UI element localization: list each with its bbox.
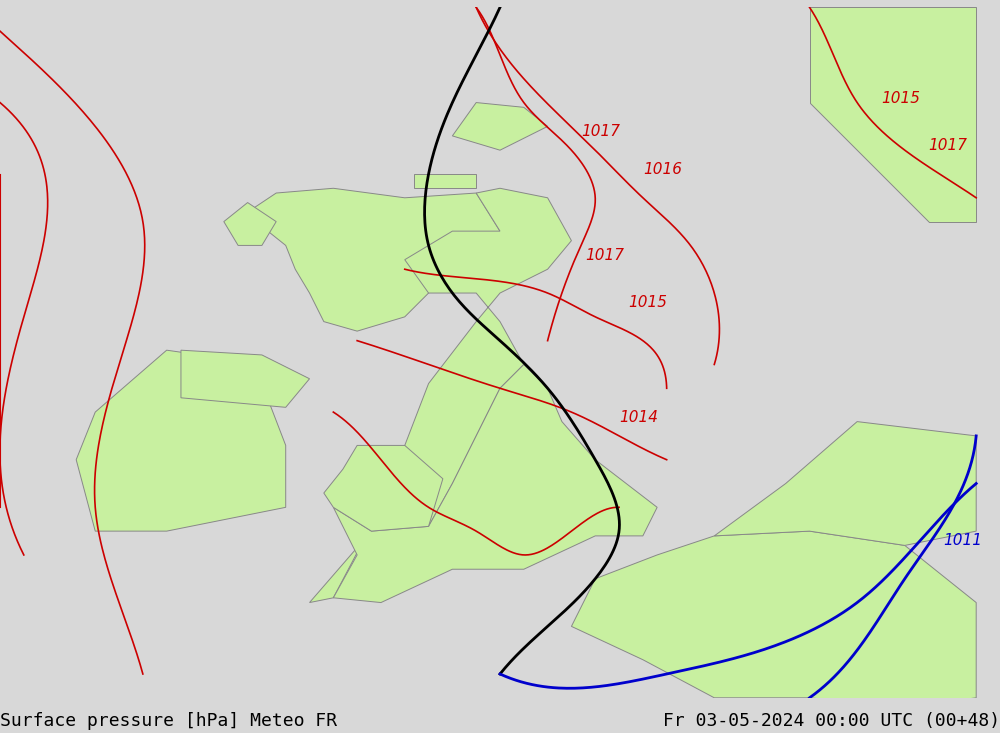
Polygon shape	[224, 202, 276, 246]
Polygon shape	[810, 7, 976, 221]
Polygon shape	[248, 188, 500, 331]
Polygon shape	[333, 364, 657, 603]
Text: 1017: 1017	[581, 124, 620, 139]
Text: 1017: 1017	[586, 248, 625, 262]
Text: 1015: 1015	[881, 91, 920, 106]
Polygon shape	[714, 421, 976, 545]
Text: 1016: 1016	[643, 162, 682, 177]
Text: 1011: 1011	[943, 534, 982, 548]
Text: 1015: 1015	[629, 295, 668, 310]
Polygon shape	[181, 350, 310, 408]
Polygon shape	[571, 531, 976, 707]
Polygon shape	[76, 350, 286, 531]
Text: Fr 03-05-2024 00:00 UTC (00+48): Fr 03-05-2024 00:00 UTC (00+48)	[663, 712, 1000, 730]
Text: 1017: 1017	[929, 139, 968, 153]
Polygon shape	[310, 188, 571, 603]
Polygon shape	[414, 174, 476, 188]
Text: Surface pressure [hPa] Meteo FR: Surface pressure [hPa] Meteo FR	[0, 712, 337, 730]
Polygon shape	[324, 446, 443, 531]
Polygon shape	[452, 103, 548, 150]
Text: 1014: 1014	[619, 410, 658, 424]
